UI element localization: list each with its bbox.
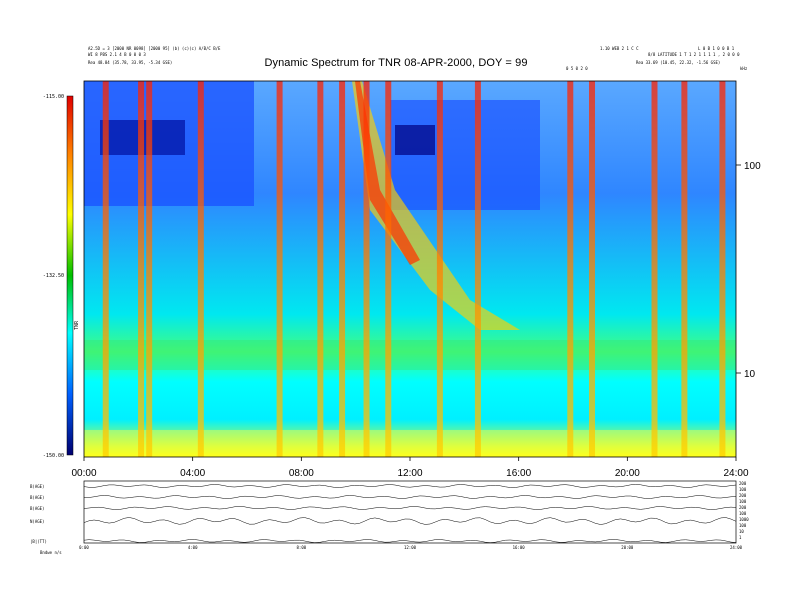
right-label-1: 100	[739, 487, 747, 492]
bottom-x-label-3: 12:00	[404, 545, 417, 550]
x-tick-label-1: 04:00	[180, 468, 205, 479]
x-tick-label-3: 12:00	[397, 468, 422, 479]
trace-1	[83, 495, 737, 499]
burst-4	[276, 81, 283, 457]
burst-14	[681, 81, 688, 457]
burst-8	[385, 81, 392, 457]
bottom-panel: B(AGE)B(AGE)B(AGE)N(AGE)|B|(TT) 20010020…	[30, 480, 749, 555]
trace-4	[83, 539, 737, 543]
low-intensity-core-2	[395, 125, 435, 155]
trace-2	[83, 506, 737, 510]
info-mid-small: 0 5 0 2 0	[566, 66, 588, 71]
info-left-line-1: A2.5D = 3 [2000 NR 0098] [2000 95] (b) (…	[88, 46, 221, 51]
colorbar-tick-0: -115.00	[43, 94, 64, 100]
trace-0	[83, 484, 737, 488]
colorbar-label: TNR	[74, 320, 80, 330]
burst-13	[651, 81, 658, 457]
bottom-panel-frame	[83, 480, 737, 544]
info-left-line-3: Rea 48.84 (35.78, 33.95, -5.34 GSE)	[88, 60, 173, 65]
burst-1	[138, 81, 145, 457]
low-freq-band	[84, 430, 736, 457]
x-tick-label-4: 16:00	[506, 468, 531, 479]
row-label-1: B(AGE)	[30, 495, 44, 500]
x-tick-label-2: 08:00	[289, 468, 314, 479]
bottom-x-label-6: 24:00	[730, 545, 743, 550]
colorbar-tick-1: -132.50	[43, 273, 64, 279]
right-label-5: 100	[739, 511, 747, 516]
right-label-8: 10	[739, 529, 744, 534]
burst-6	[339, 81, 346, 457]
spectrum-panel	[83, 80, 737, 458]
y-axis-ticks: 100 10	[736, 161, 761, 380]
burst-10	[474, 81, 481, 457]
trace-3	[83, 517, 737, 525]
bottom-x-label-0: 0:00	[79, 545, 89, 550]
burst-11	[567, 81, 574, 457]
noise-band	[84, 340, 736, 370]
row-label-2: B(AGE)	[30, 506, 44, 511]
y-unit-label: kHz	[740, 66, 748, 71]
right-label-4: 200	[739, 505, 747, 510]
burst-9	[436, 81, 443, 457]
info-right-line-2: L 0 B 1 0 0 B 1	[698, 46, 735, 51]
bottom-x-ticks: 0:00 4:00 8:00 12:00 16:00 20:00 24:00	[79, 545, 742, 550]
row-label-0: B(AGE)	[30, 484, 44, 489]
bottom-x-label-1: 4:00	[188, 545, 198, 550]
bottom-footer: Bndwe n/s	[40, 550, 62, 555]
colorbar	[66, 95, 74, 456]
x-tick-label-0: 00:00	[71, 468, 96, 479]
burst-0	[102, 81, 109, 457]
burst-15	[719, 81, 726, 457]
bottom-row-labels: B(AGE) B(AGE) B(AGE) N(AGE) |B|(TT)	[30, 484, 47, 544]
burst-2	[146, 81, 153, 457]
info-right-line-1: 1.10 WEB 2 1 C C	[600, 46, 639, 51]
right-label-0: 200	[739, 481, 747, 486]
y-tick-label-1: 10	[744, 369, 756, 380]
right-label-7: 100	[739, 523, 747, 528]
bottom-traces	[83, 484, 737, 543]
burst-layer	[102, 81, 726, 457]
colorbar-tick-2: -150.00	[43, 453, 64, 459]
burst-5	[317, 81, 324, 457]
chart-title: Dynamic Spectrum for TNR 08-APR-2000, DO…	[264, 57, 528, 69]
burst-3	[197, 81, 204, 457]
info-left-line-2: WI 8 PBS 2.1 4 B 0 0 0 3	[88, 52, 146, 57]
right-label-9: 1	[739, 535, 742, 540]
x-tick-label-6: 24:00	[723, 468, 748, 479]
burst-12	[589, 81, 596, 457]
bottom-x-label-5: 20:00	[621, 545, 634, 550]
colorbar-ticks: -115.00 -132.50 -150.00 TNR	[43, 94, 80, 459]
x-axis-ticks: 00:00 04:00 08:00 12:00 16:00 20:00 24:00	[71, 457, 749, 479]
row-label-3: N(AGE)	[30, 519, 44, 524]
row-label-4: |B|(TT)	[30, 539, 47, 544]
bottom-x-label-2: 8:00	[297, 545, 307, 550]
y-tick-label-0: 100	[744, 161, 761, 172]
right-label-6: 1000	[739, 517, 749, 522]
bottom-x-label-4: 16:00	[513, 545, 526, 550]
info-right-line-3: 8/8 LATITUDE 1 T 1 2 1 1 1 1 , 2 0 0 0	[648, 52, 740, 57]
burst-7	[363, 81, 370, 457]
x-tick-label-5: 20:00	[615, 468, 640, 479]
right-label-2: 200	[739, 493, 747, 498]
info-right-line-4: Rea 33.69 (10.45, 22.32, -1.56 GSE)	[636, 60, 721, 65]
right-label-3: 100	[739, 499, 747, 504]
